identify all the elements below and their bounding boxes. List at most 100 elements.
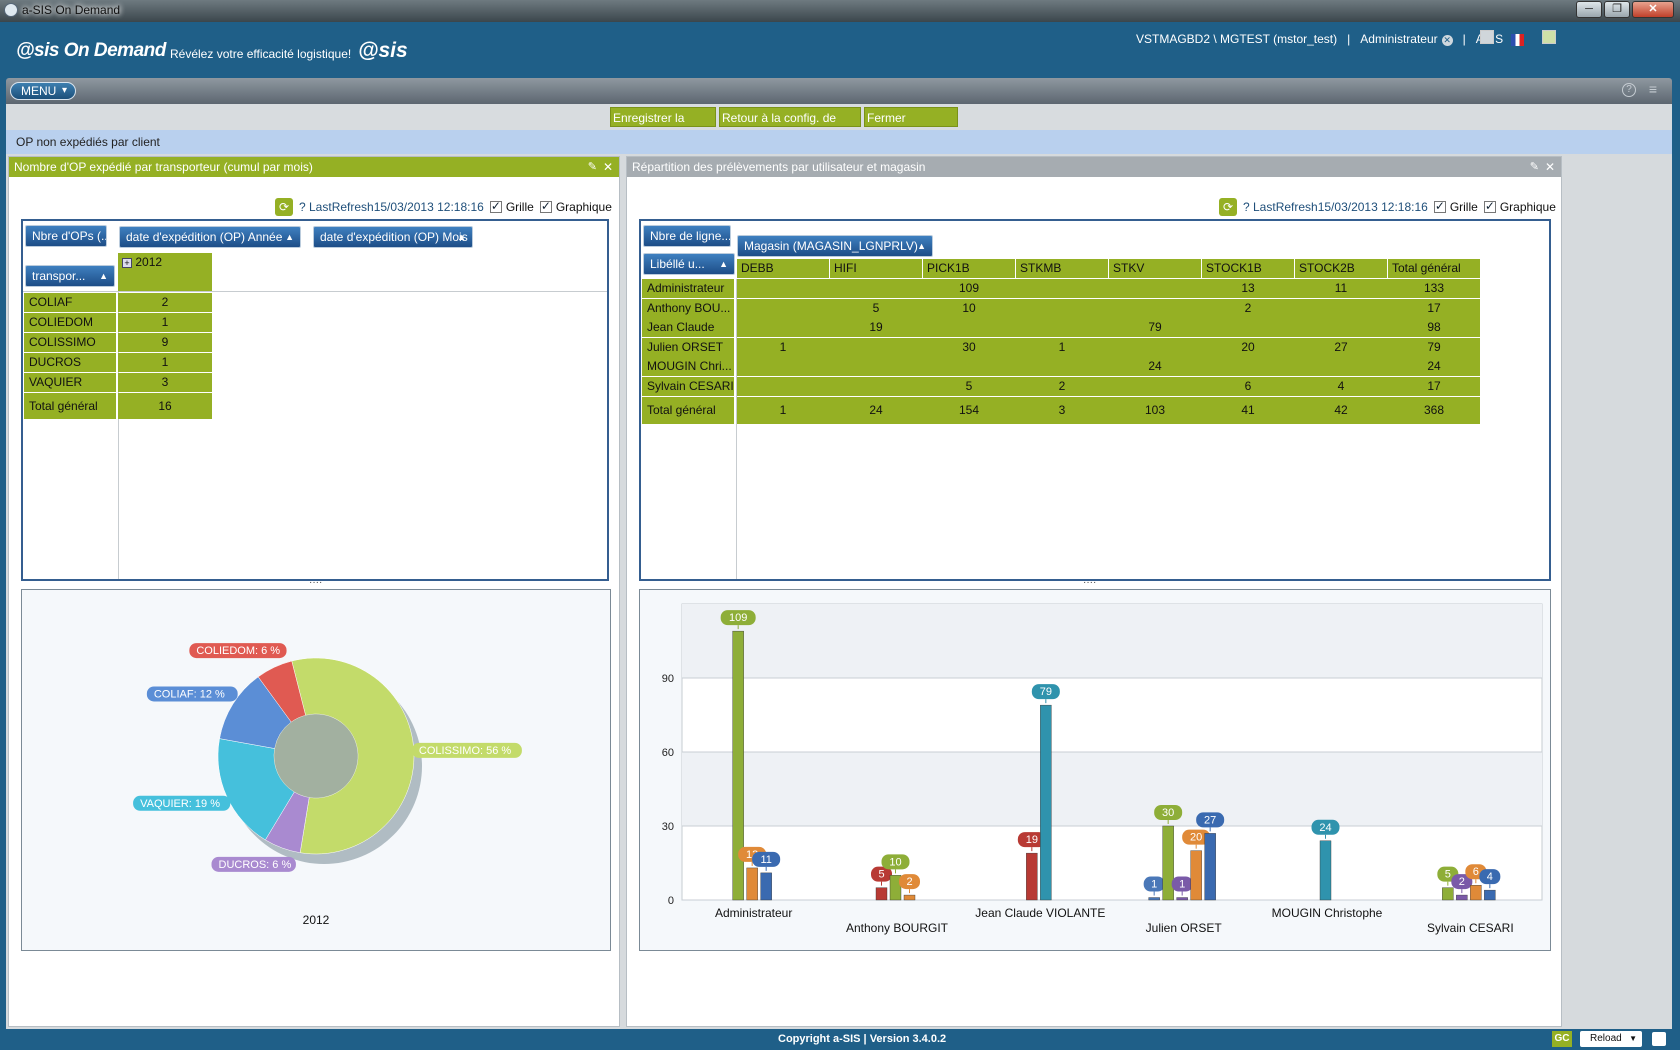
table-row-bg [737, 377, 1480, 396]
chevron-down-icon: ▾ [61, 85, 67, 96]
slice-label: DUCROS: 6 % [219, 859, 292, 871]
bar-value-label: 79 [1040, 686, 1052, 698]
refresh-icon[interactable]: ⟳ [275, 198, 293, 216]
table-cell [830, 377, 922, 396]
carrier-field-pill[interactable]: transpor... ▲ [25, 265, 115, 287]
table-cell [1202, 318, 1294, 337]
refresh-icon[interactable]: ⟳ [1219, 198, 1237, 216]
checkbox-icon[interactable] [1483, 199, 1496, 213]
pin-icon[interactable]: ✎ [1529, 161, 1539, 173]
table-cell: 6 [1244, 379, 1252, 393]
table-cell: 20 [1241, 339, 1255, 354]
right-pivot-grid: Nbre de ligne... Magasin (MAGASIN_LGNPRL… [639, 219, 1551, 581]
table-row-bg [737, 337, 1480, 357]
table-row-bg [737, 279, 1480, 298]
gc-button[interactable]: GC [1552, 1031, 1572, 1047]
maximize-button[interactable]: ❐ [1604, 1, 1630, 18]
user-info: VSTMAGBD2 \ MGTEST (mstor_test) | Admini… [1136, 32, 1525, 46]
donut-svg: COLISSIMO: 56 % DUCROS: 6 % VAQUIER: 19 % C… [133, 643, 522, 927]
bar-label-bg [720, 610, 756, 626]
chart-checkbox[interactable]: Graphique [539, 199, 612, 214]
column-header: Total général [1388, 259, 1480, 278]
checkbox-icon[interactable] [539, 199, 552, 213]
table-row: VAQUIER [24, 373, 116, 392]
table-cell [1109, 377, 1201, 396]
bar [1040, 704, 1052, 901]
total-cell: 154 [958, 402, 980, 417]
store-field-pill[interactable]: Magasin (MAGASIN_LGNPRLV) ▲ [737, 235, 933, 257]
grid-band [682, 604, 1542, 678]
measure-field-pill[interactable]: Nbre de ligne... [643, 225, 731, 247]
close-panel-icon[interactable]: ✕ [1544, 160, 1555, 174]
table-cell [1109, 338, 1201, 357]
table-cell: 17 [1427, 379, 1441, 393]
help-icon[interactable]: ? [1622, 83, 1636, 97]
table-cell: 1 [779, 339, 787, 354]
table-row-bg [737, 298, 1480, 318]
checkbox-icon[interactable] [1433, 199, 1446, 213]
splitter-handle[interactable]: ···· [309, 577, 323, 588]
close-dashboard-button[interactable]: Fermer dashboard [864, 107, 958, 145]
reload-dropdown[interactable]: Reload ▼ [1580, 1031, 1642, 1047]
close-panel-icon[interactable]: ✕ [602, 160, 613, 174]
bar-chart: 0 30 60 90 109 13 11 Administrateur 5 10 2 Anthony … [639, 589, 1551, 951]
bar-label-bg [881, 854, 910, 870]
table-cell [1016, 357, 1108, 376]
grid-checkbox[interactable]: Grille [489, 199, 534, 214]
last-refresh: ? LastRefresh15/03/2013 12:18:16 [1243, 200, 1428, 214]
carrier-field-label: transpor... [32, 269, 86, 283]
measure-field-pill[interactable]: Nbre d'OPs (... [25, 225, 107, 247]
fullscreen-icon[interactable] [1652, 1032, 1666, 1046]
table-cell [737, 318, 829, 337]
bar-value-label: 109 [729, 612, 747, 624]
list-icon[interactable]: ≡ [1648, 81, 1658, 97]
copyright: Copyright a-SIS | Version 3.4.0.2 [778, 1033, 947, 1045]
slice-label-bg [146, 686, 238, 702]
slice-label: COLIAF: 12 % [154, 688, 225, 700]
month-field-pill[interactable]: date d'expédition (OP) Mois ▲ [313, 226, 473, 248]
splitter-handle[interactable]: ···· [1083, 577, 1097, 588]
y-tick-label: 90 [662, 673, 674, 685]
asis-logo-small: @sis [358, 39, 408, 62]
france-flag-icon[interactable] [1511, 33, 1525, 46]
user-field-pill[interactable]: Libéllé u... ▲ [643, 253, 735, 275]
bar [889, 875, 902, 901]
table-cell [737, 357, 829, 376]
table-cell [737, 377, 829, 396]
close-window-button[interactable]: ✕ [1632, 1, 1674, 18]
bar-value-label: 5 [878, 869, 884, 881]
export-icon[interactable] [1542, 30, 1556, 44]
year-field-pill[interactable]: date d'expédition (OP) Année ▲ [119, 226, 301, 248]
connection-label: VSTMAGBD2 \ MGTEST (mstor_test) [1136, 32, 1338, 46]
save-config-button[interactable]: Enregistrer la config. [610, 107, 716, 145]
table-cell: 2 [118, 293, 212, 312]
checkbox-icon[interactable] [489, 199, 502, 213]
menu-button[interactable]: MENU ▾ [10, 82, 76, 100]
bar [1319, 840, 1332, 901]
year-field-label: date d'expédition (OP) Année [126, 230, 283, 244]
donut-chart: COLISSIMO: 56 % DUCROS: 6 % VAQUIER: 19 % C… [21, 589, 611, 951]
column-header: HIFI [830, 259, 922, 278]
bar-label-bg [899, 874, 920, 890]
calculator-icon[interactable] [1480, 30, 1494, 44]
reset-config-button[interactable]: Retour à la config. de dépar [719, 107, 861, 145]
pin-icon[interactable]: ✎ [587, 161, 597, 173]
bar-value-label: 2 [906, 876, 912, 888]
sort-up-icon: ▲ [457, 232, 466, 242]
total-cell: 24 [869, 402, 883, 417]
grid-checkbox[interactable]: Grille [1433, 199, 1478, 214]
table-cell [830, 357, 922, 376]
logout-icon[interactable]: ✕ [1441, 35, 1453, 46]
chart-checkbox[interactable]: Graphique [1483, 199, 1556, 214]
bar-value-label: 6 [1473, 866, 1479, 878]
bar-value-label: 10 [889, 856, 901, 868]
left-panel: Nombre d'OP expédié par transporteur (cu… [8, 156, 620, 1027]
table-cell [923, 357, 1015, 376]
table-cell [923, 318, 1015, 337]
bar-label-bg [1479, 869, 1501, 885]
sort-up-icon: ▲ [719, 259, 728, 269]
y-tick-label: 30 [662, 821, 674, 833]
minimize-button[interactable]: ─ [1576, 1, 1602, 18]
expand-icon[interactable]: + [122, 258, 132, 268]
